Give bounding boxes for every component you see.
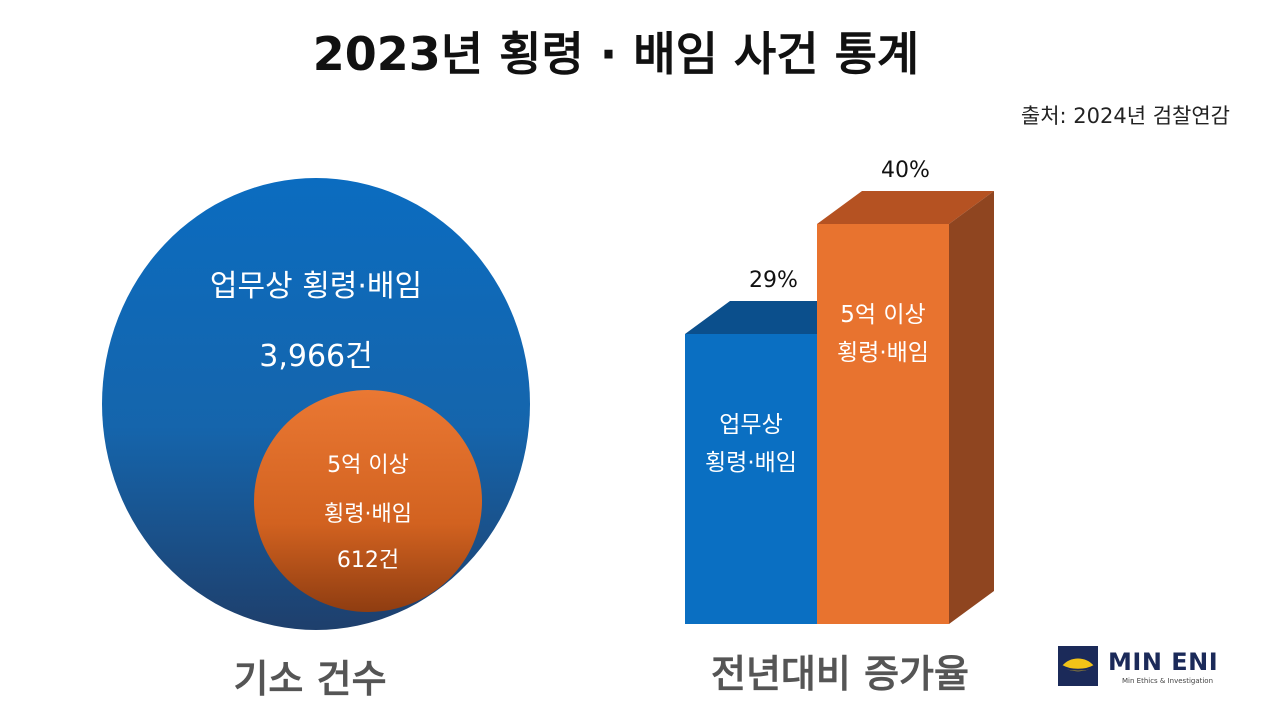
logo-mark-icon: [1058, 646, 1098, 686]
bar-0-front: [685, 334, 817, 624]
page-title: 2023년 횡령 · 배임 사건 통계: [312, 27, 920, 81]
large-case-name-line1: 5억 이상: [327, 453, 409, 478]
logo-tagline: Min Ethics & Investigation: [1122, 677, 1214, 685]
large-case-circle: [254, 390, 482, 612]
bar-1-value-label: 40%: [881, 158, 930, 183]
bar-0-value-label: 29%: [749, 268, 798, 293]
bar-1-category-line2: 횡령·배임: [837, 340, 929, 366]
bar-1-side: [949, 191, 994, 624]
bar-0-category-line2: 횡령·배임: [705, 450, 797, 476]
bar-1-category-line1: 5억 이상: [840, 302, 925, 328]
count-chart-label: 기소 건수: [233, 657, 387, 701]
count-bubble-chart: 업무상 횡령·배임 3,966건 5억 이상 횡령·배임 612건: [102, 178, 530, 630]
bar-0: 29% 업무상 횡령·배임: [685, 268, 862, 624]
bar-1-front: [817, 224, 949, 624]
growth-chart-label: 전년대비 증가율: [711, 652, 969, 696]
total-count-name: 업무상 횡령·배임: [210, 269, 422, 304]
bar-0-category-line1: 업무상: [719, 412, 782, 438]
large-case-value: 612건: [337, 548, 399, 573]
logo-name: MIN ENI: [1108, 648, 1219, 676]
large-case-name-line2: 횡령·배임: [324, 502, 412, 527]
growth-bar-chart: 29% 업무상 횡령·배임 40% 5억 이상 횡령·배임: [685, 158, 994, 624]
min-eni-logo: MIN ENI Min Ethics & Investigation: [1058, 646, 1258, 691]
total-count-value: 3,966건: [259, 339, 372, 374]
bar-1: 40% 5억 이상 횡령·배임: [817, 158, 994, 624]
source-note: 출처: 2024년 검찰연감: [1020, 104, 1230, 128]
bar-1-top: [817, 191, 994, 224]
